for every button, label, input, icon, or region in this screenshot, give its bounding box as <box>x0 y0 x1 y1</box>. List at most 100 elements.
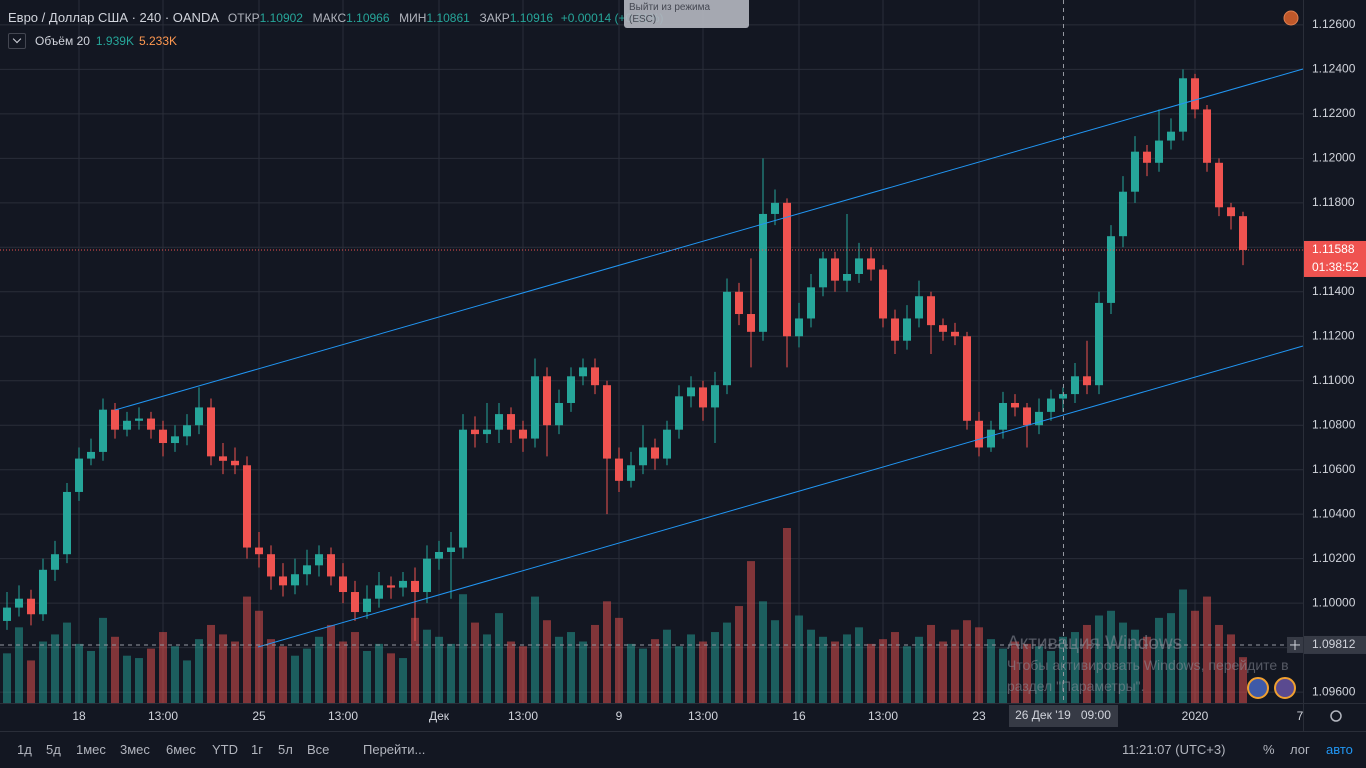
candle-body <box>795 318 803 337</box>
volume-bar <box>975 627 983 703</box>
candle-body <box>987 429 995 448</box>
volume-bar <box>495 613 503 703</box>
volume-bar <box>531 596 539 703</box>
candle-body <box>1035 411 1043 426</box>
x-tick-label: 18 <box>72 709 86 723</box>
range-button[interactable]: 6мес <box>166 742 196 757</box>
legend-header: Евро / Доллар США · 240 · OANDA ОТКР1.10… <box>8 10 663 25</box>
volume-bar <box>879 639 887 703</box>
volume-bar <box>591 624 599 703</box>
range-button[interactable]: 5л <box>278 742 293 757</box>
log-toggle[interactable]: лог <box>1290 742 1310 757</box>
candle-body <box>183 425 191 437</box>
volume-bar <box>423 629 431 703</box>
candle-body <box>15 598 23 608</box>
volume-bar <box>567 632 575 703</box>
x-tick-label: 9 <box>616 709 623 723</box>
volume-bar <box>579 641 587 703</box>
volume-bar <box>1047 650 1055 703</box>
volume-bar <box>1083 624 1091 703</box>
candle-body <box>279 576 287 586</box>
candle-body <box>927 296 935 326</box>
volume-bar <box>3 653 11 703</box>
watermark-line: Чтобы активировать Windows, перейдите в <box>1007 657 1289 673</box>
event-icon[interactable] <box>1247 677 1269 699</box>
candle-body <box>1083 376 1091 386</box>
volume-bar <box>627 643 635 703</box>
volume-bar <box>255 610 263 703</box>
volume-bar <box>363 650 371 703</box>
volume-bar <box>111 636 119 703</box>
volume-bar <box>543 620 551 703</box>
y-tick-label: 1.10400 <box>1312 506 1356 520</box>
volume-bar <box>759 601 767 703</box>
candle-body <box>579 367 587 377</box>
crosshair-price-badge <box>1304 635 1366 654</box>
candle-body <box>531 376 539 439</box>
candle-body <box>135 418 143 421</box>
candle-body <box>615 458 623 481</box>
candle-body <box>1167 131 1175 141</box>
candle-body <box>735 291 743 315</box>
volume-bar <box>1035 646 1043 703</box>
candle-body <box>939 325 947 332</box>
channel-lower[interactable] <box>257 345 1304 648</box>
y-tick-label: 1.11200 <box>1312 328 1355 342</box>
alert-icon[interactable] <box>1283 10 1299 26</box>
event-icon[interactable] <box>1274 677 1296 699</box>
volume-bar <box>1203 596 1211 703</box>
candle-body <box>1023 407 1031 426</box>
crosshair-time-label: 26 Дек '19 09:00 <box>1015 708 1111 722</box>
volume-bar <box>1191 610 1199 703</box>
percent-toggle[interactable]: % <box>1263 742 1275 757</box>
y-tick-label: 1.10600 <box>1312 462 1356 476</box>
range-button[interactable]: Все <box>307 742 330 757</box>
range-button[interactable]: 1д <box>17 742 32 757</box>
candle-body <box>879 269 887 319</box>
volume-bar <box>183 660 191 703</box>
volume-bar <box>75 643 83 703</box>
volume-bar <box>711 632 719 703</box>
settings-icon[interactable] <box>1330 710 1342 722</box>
range-button[interactable]: 5д <box>46 742 61 757</box>
range-button[interactable]: 1мес <box>76 742 106 757</box>
range-button[interactable]: 1г <box>251 742 263 757</box>
volume-bar <box>891 632 899 703</box>
candle-body <box>951 331 959 337</box>
y-tick-label: 1.09600 <box>1312 684 1356 698</box>
x-tick-label: 25 <box>252 709 266 723</box>
last-price-label: 1.11588 <box>1312 242 1355 256</box>
y-tick-label: 1.12000 <box>1312 151 1356 165</box>
candle-body <box>387 585 395 588</box>
y-tick-label: 1.10200 <box>1312 551 1356 565</box>
volume-bar <box>699 641 707 703</box>
range-button[interactable]: YTD <box>212 742 238 757</box>
volume-bar <box>327 624 335 703</box>
candle-body <box>1131 151 1139 192</box>
ohlc-label: МИН <box>399 11 427 25</box>
candle-body <box>339 576 347 593</box>
channel-upper[interactable] <box>114 68 1304 411</box>
candle-body <box>591 367 599 386</box>
symbol: Евро / Доллар США · 240 · OANDA <box>8 10 219 25</box>
y-tick-label: 1.10000 <box>1312 595 1356 609</box>
candle-body <box>423 558 431 593</box>
candle-body <box>819 258 827 288</box>
ohlc-value: 1.10966 <box>346 11 390 25</box>
goto-button[interactable]: Перейти... <box>363 742 426 757</box>
candle-body <box>363 598 371 613</box>
x-tick-label: Дек <box>429 709 450 723</box>
bottom-toolbar: 1д 5д 1мес 3мес 6мес YTD 1г 5л Все Перей… <box>0 731 1366 768</box>
volume-bar <box>1059 636 1067 703</box>
volume-bar <box>687 634 695 703</box>
volume-bar <box>807 629 815 703</box>
candle-body <box>543 376 551 426</box>
collapse-button[interactable] <box>8 33 26 49</box>
candle-body <box>915 296 923 319</box>
range-button[interactable]: 3мес <box>120 742 150 757</box>
tooltip: Выйти из режима (ESC) <box>624 0 749 28</box>
volume-bar <box>771 620 779 703</box>
candle-body <box>1215 162 1223 208</box>
auto-toggle[interactable]: авто <box>1326 742 1353 757</box>
